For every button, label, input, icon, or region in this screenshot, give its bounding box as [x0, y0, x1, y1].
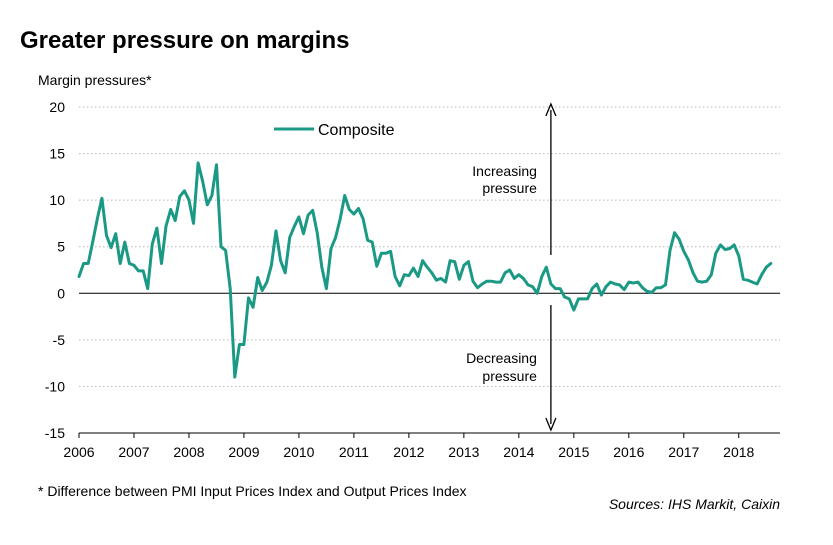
legend-label: Composite [318, 122, 395, 139]
annotation-increasing-line2: pressure [482, 180, 537, 196]
series-layer [77, 161, 773, 379]
x-tick-label: 2013 [448, 444, 479, 460]
y-tick-label: -10 [45, 378, 65, 394]
x-tick-label: 2018 [723, 444, 754, 460]
legend: Composite [274, 122, 395, 139]
y-tick-label: 5 [57, 239, 65, 255]
y-tick-label: 15 [49, 146, 65, 162]
y-tick-label: 20 [49, 99, 65, 115]
x-tick-label: 2009 [228, 444, 259, 460]
series-line-composite [77, 161, 773, 379]
x-tick-label: 2014 [503, 444, 534, 460]
x-tick-label: 2017 [668, 444, 699, 460]
footnote: * Difference between PMI Input Prices In… [38, 483, 467, 499]
x-tick-label: 2008 [173, 444, 204, 460]
x-tick-label: 2007 [118, 444, 149, 460]
y-tick-label: -15 [45, 425, 65, 441]
x-tick-label: 2010 [283, 444, 314, 460]
y-tick-label: 10 [49, 192, 65, 208]
x-axis: 2006 2007 2008 2009 2010 2011 2012 2013 2014 2015… [63, 432, 780, 460]
y-tick-label: 0 [57, 285, 65, 301]
arrow-up-icon [545, 102, 557, 117]
x-tick-label: 2006 [63, 444, 94, 460]
annotation-decreasing-line1: Decreasing [466, 350, 537, 366]
y-axis-label: Margin pressures* [38, 72, 152, 88]
sources: Sources: IHS Markit, Caixin [608, 496, 780, 512]
chart-title: Greater pressure on margins [20, 27, 350, 54]
x-tick-label: 2015 [558, 444, 589, 460]
arrow-down-icon [545, 417, 557, 432]
x-tick-label: 2011 [339, 444, 369, 460]
annotation-increasing-line1: Increasing [472, 163, 537, 179]
y-tick-label: -5 [53, 332, 66, 348]
annotation-decreasing-line2: pressure [482, 368, 537, 384]
x-tick-label: 2012 [393, 444, 424, 460]
x-tick-label: 2016 [613, 444, 644, 460]
y-tick-labels: 20 15 10 5 0 -5 -10 -15 [45, 99, 65, 441]
